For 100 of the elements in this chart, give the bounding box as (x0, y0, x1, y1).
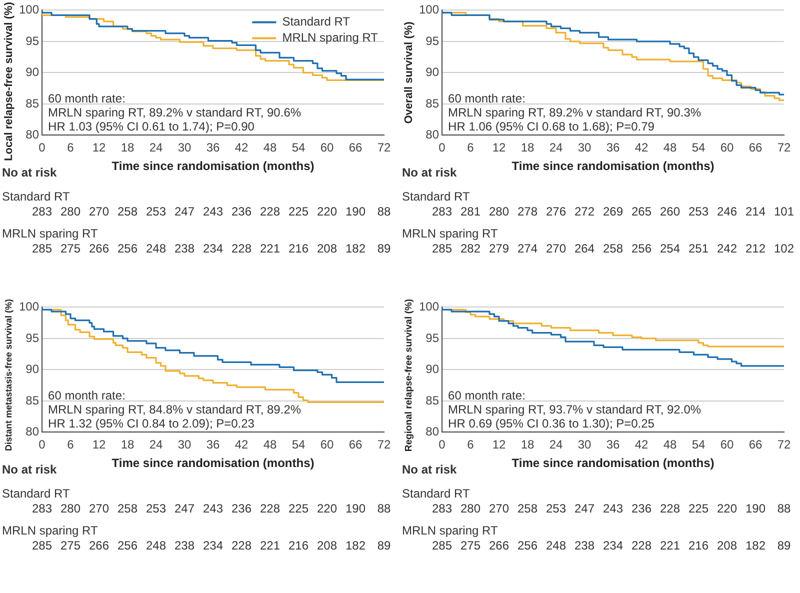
annotation: MRLN sparing RT, 84.8% v standard RT, 89.2% (48, 402, 302, 417)
x-tick-label: 48 (663, 438, 677, 452)
y-tick-label: 85 (426, 393, 440, 408)
y-axis-title: Overall survival (%) (403, 21, 416, 124)
x-tick-label: 66 (348, 140, 362, 155)
x-axis-title: Time since randomisation (months) (112, 159, 314, 174)
annotation: 60 month rate: (448, 92, 526, 106)
y-tick-label: 100 (418, 2, 440, 17)
y-axis-title: Regional relapse-free survival (%) (404, 298, 415, 452)
annotation: MRLN sparing RT, 93.7% v standard RT, 92.0% (448, 402, 702, 417)
y-axis-title: Local relapse-free survival (%) (3, 2, 16, 161)
x-tick-label: 30 (178, 140, 192, 155)
x-tick-label: 36 (606, 140, 620, 155)
x-tick-label: 36 (206, 438, 220, 452)
x-tick-label: 18 (520, 140, 535, 155)
text: 285 275 266 256 248 238 234 228 221 216 208 182 89 (32, 242, 391, 256)
x-tick-label: 72 (377, 140, 391, 155)
x-tick-label: 12 (92, 438, 106, 452)
text: Standard RT (402, 486, 470, 501)
x-tick-label: 0 (438, 140, 446, 155)
x-tick-label: 24 (549, 438, 564, 452)
text: No at risk (2, 462, 58, 477)
y-tick-label: 90 (426, 65, 440, 80)
x-tick-label: 30 (578, 438, 592, 452)
y-tick-label: 100 (418, 300, 440, 314)
x-axis-title: Time since randomisation (months) (112, 456, 314, 470)
annotation: 60 month rate: (48, 388, 126, 403)
x-tick-label: 66 (748, 438, 762, 452)
x-tick-label: 72 (777, 438, 791, 452)
x-tick-label: 18 (520, 438, 535, 452)
x-tick-label: 66 (348, 438, 362, 452)
x-tick-label: 54 (692, 140, 706, 155)
x-tick-label: 24 (149, 140, 164, 155)
annotation: 60 month rate: (48, 92, 126, 106)
x-tick-label: 60 (320, 140, 334, 155)
x-tick-label: 24 (549, 140, 564, 155)
y-tick-label: 100 (18, 2, 40, 17)
x-tick-label: 6 (467, 140, 474, 155)
y-tick-label: 80 (26, 128, 40, 142)
x-tick-label: 54 (292, 140, 306, 155)
x-tick-label: 42 (234, 140, 249, 155)
text: 285 275 266 256 248 238 234 228 221 216 208 182 89 (32, 538, 391, 553)
x-tick-label: 48 (663, 140, 677, 155)
x-tick-label: 18 (120, 140, 135, 155)
text: 285 282 279 274 270 264 258 256 254 251 242 212 102 (432, 242, 794, 256)
y-tick-label: 85 (26, 393, 40, 408)
x-tick-label: 60 (720, 140, 734, 155)
text: MRLN sparing RT (2, 226, 98, 241)
text: No at risk (402, 462, 458, 477)
text: Standard RT (402, 190, 470, 204)
y-tick-label: 80 (426, 424, 440, 439)
x-tick-label: 12 (492, 140, 506, 155)
text: MRLN sparing RT (402, 226, 498, 241)
text: 283 281 280 278 276 272 269 265 260 253 246 214 101 (432, 204, 794, 219)
y-tick-label: 90 (26, 362, 40, 376)
y-tick-label: 90 (26, 65, 40, 80)
x-tick-label: 42 (234, 438, 249, 452)
x-axis-title: Time since randomisation (months) (512, 159, 714, 174)
x-tick-label: 24 (149, 438, 164, 452)
y-tick-label: 90 (426, 362, 440, 376)
x-tick-label: 60 (320, 438, 334, 452)
annotation: HR 1.03 (95% CI 0.61 to 1.74); P=0.90 (48, 120, 255, 134)
y-tick-label: 80 (426, 128, 440, 142)
annotation: HR 0.69 (95% CI 0.36 to 1.30); P=0.25 (448, 416, 655, 431)
x-tick-label: 72 (377, 438, 391, 452)
y-tick-label: 80 (26, 424, 40, 439)
x-tick-label: 66 (748, 140, 762, 155)
y-tick-label: 85 (426, 96, 440, 110)
x-tick-label: 0 (38, 140, 46, 155)
y-tick-label: 95 (426, 34, 440, 48)
annotation: 60 month rate: (448, 388, 526, 403)
text: 285 275 266 256 248 238 234 228 221 216 208 182 89 (432, 538, 791, 553)
x-tick-label: 36 (606, 438, 620, 452)
x-tick-label: 48 (263, 438, 277, 452)
x-tick-label: 30 (578, 140, 592, 155)
y-tick-label: 95 (26, 34, 40, 48)
x-tick-label: 54 (692, 438, 706, 452)
x-tick-label: 60 (720, 438, 734, 452)
text: MRLN sparing RT (402, 524, 498, 538)
text: 283 280 270 258 253 247 243 236 228 225 220 190 88 (32, 502, 391, 516)
x-tick-label: 18 (120, 438, 135, 452)
x-tick-label: 12 (492, 438, 506, 452)
text: Standard RT (2, 486, 70, 501)
legend-label: MRLN sparing RT (282, 30, 379, 45)
text: Standard RT (2, 190, 70, 204)
x-tick-label: 42 (634, 438, 649, 452)
legend-label: Standard RT (282, 14, 351, 29)
x-tick-label: 36 (206, 140, 220, 155)
x-tick-label: 12 (92, 140, 106, 155)
y-tick-label: 100 (18, 300, 40, 314)
annotation: HR 1.32 (95% CI 0.84 to 2.09); P=0.23 (48, 416, 255, 431)
y-tick-label: 95 (426, 330, 440, 345)
annotation: HR 1.06 (95% CI 0.68 to 1.68); P=0.79 (448, 120, 655, 134)
x-tick-label: 72 (777, 140, 791, 155)
y-tick-label: 85 (26, 96, 40, 110)
x-tick-label: 54 (292, 438, 306, 452)
text: No at risk (402, 166, 458, 180)
text: No at risk (2, 166, 58, 180)
x-tick-label: 42 (634, 140, 649, 155)
text: 283 280 270 258 253 247 243 236 228 225 220 190 88 (32, 204, 391, 219)
